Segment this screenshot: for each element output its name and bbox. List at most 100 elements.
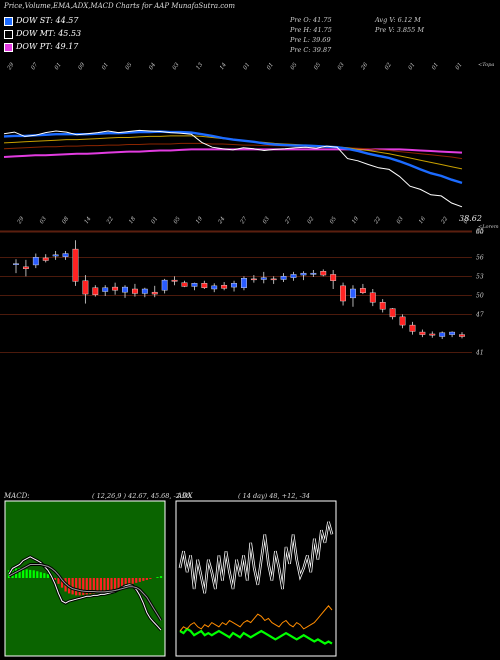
macd-histogram-bar — [128, 578, 131, 586]
candle-body — [290, 274, 297, 278]
candle-body — [102, 287, 109, 292]
candle-date-tick: 19 — [195, 216, 204, 226]
macd-histogram-bar — [25, 569, 28, 578]
candle-body — [191, 283, 198, 287]
macd-histogram-bar — [106, 578, 110, 592]
macd-title: MACD: — [3, 492, 30, 500]
legend-dow-mt: DOW MT: 45.53 — [4, 29, 81, 39]
macd-histogram-bar — [32, 570, 35, 578]
candle-body — [122, 286, 128, 293]
candle-body — [369, 292, 376, 303]
candle-body — [92, 287, 99, 295]
stat-open: Pre O: 41.75 — [290, 16, 332, 24]
candle-date-tick: 24 — [217, 216, 227, 226]
candle-body — [32, 257, 39, 266]
macd-histogram-bar — [96, 578, 99, 594]
candle-axis-label: <Lorem — [478, 224, 499, 230]
price-level-label: 60 — [476, 229, 484, 236]
price-level-label: 50 — [476, 292, 484, 299]
macd-histogram-bar — [138, 578, 141, 582]
stat-high: Pre H: 41.75 — [290, 26, 332, 34]
candle-body — [231, 283, 237, 288]
macd-params: ( 12,26,9 ) 42.67, 45.68, -2.96 — [92, 492, 190, 500]
macd-histogram-bar — [135, 578, 138, 583]
macd-line — [8, 564, 162, 621]
adx-line-inner — [179, 521, 333, 594]
candle-date-tick: 14 — [84, 216, 93, 226]
legend-swatch-st — [4, 16, 13, 26]
candle-date-tick: 27 — [284, 216, 294, 226]
candle-body — [22, 266, 29, 269]
ema-date-tick: 01 — [408, 62, 417, 71]
macd-histogram-bar — [22, 568, 25, 578]
candle-date-tick: 03 — [262, 216, 271, 226]
macd-histogram-bar — [99, 578, 103, 593]
ema-date-tick: 01 — [455, 62, 464, 71]
macd-histogram-bar — [131, 578, 134, 584]
legend-swatch-pt — [4, 42, 13, 52]
macd-histogram-bar — [75, 578, 78, 596]
candle-body — [42, 257, 49, 261]
candle-body — [62, 253, 69, 257]
candle-body — [241, 278, 247, 288]
candle-body — [280, 276, 287, 280]
candle-date-tick: 22 — [105, 216, 115, 226]
ema-date-tick: 01 — [243, 62, 252, 71]
ema-date-tick: 05 — [290, 62, 299, 72]
macd-histogram-bar — [121, 578, 124, 589]
ema-date-tick: 03 — [337, 62, 346, 72]
candle-date-tick: 22 — [373, 216, 383, 226]
candle-body — [459, 334, 465, 337]
candle-body — [181, 282, 188, 287]
candle-date-tick: 03 — [396, 216, 405, 226]
adx-minus-di-line — [179, 605, 333, 632]
candle-body — [211, 285, 218, 290]
candle-body — [250, 278, 257, 281]
candle-date-tick: 22 — [440, 216, 450, 226]
candle-body — [260, 277, 267, 280]
ema-date-tick: 29 — [6, 62, 16, 72]
candle-body — [399, 316, 406, 326]
candle-body — [151, 291, 158, 295]
macd-histogram-bar — [89, 578, 92, 594]
candle-body — [330, 274, 337, 281]
candle-body — [439, 332, 446, 337]
macd-histogram-bar — [103, 578, 106, 592]
legend-label-mt: DOW MT: 45.53 — [16, 29, 82, 38]
ema-date-tick: 03 — [172, 62, 181, 72]
price-level-label: 56 — [476, 254, 484, 261]
ema-panel: 29 07 01 09 01 05 04 03 13 14 01 01 05 05 03 26 02 01 01 01… — [3, 62, 494, 223]
candle-body — [82, 280, 89, 295]
candle-body — [52, 254, 59, 257]
candle-date-tick: 08 — [61, 216, 70, 226]
candle-body — [171, 279, 178, 282]
stat-low: Pre L: 39.69 — [290, 36, 331, 44]
ema-date-tick: 05 — [313, 62, 322, 72]
price-level-label: 53 — [476, 273, 484, 280]
candle-body — [320, 271, 327, 276]
ema-date-tick: 09 — [77, 62, 86, 72]
macd-histogram-bar — [43, 573, 46, 578]
macd-histogram-bar — [36, 571, 39, 578]
candle-body — [419, 331, 426, 335]
adx-panel: ADX ( 14 day) 48, +12, -34 — [175, 492, 337, 657]
macd-histogram-bar — [18, 567, 21, 578]
price-level-label: 41 — [475, 349, 484, 356]
candle-date-tick: 18 — [128, 216, 137, 226]
ema-date-tick: 04 — [148, 62, 157, 72]
ema-date-tick: 13 — [195, 62, 204, 72]
candle-date-tick: 19 — [351, 216, 360, 226]
macd-histogram-bar — [7, 570, 11, 578]
ema-axis-label: <Topa — [478, 62, 494, 68]
candle-body — [161, 279, 168, 291]
stat-avg-volume: Avg V: 6.12 M — [375, 16, 421, 24]
legend-swatch-mt — [4, 29, 13, 39]
ema-date-tick: 01 — [101, 62, 110, 71]
macd-histogram-bar — [39, 572, 42, 578]
macd-histogram-bar — [57, 578, 60, 584]
legend-dow-st: DOW ST: 44.57 — [4, 16, 78, 26]
ema-date-tick: 02 — [384, 62, 393, 72]
macd-histogram-bar — [71, 578, 74, 595]
candle-body — [359, 288, 366, 294]
